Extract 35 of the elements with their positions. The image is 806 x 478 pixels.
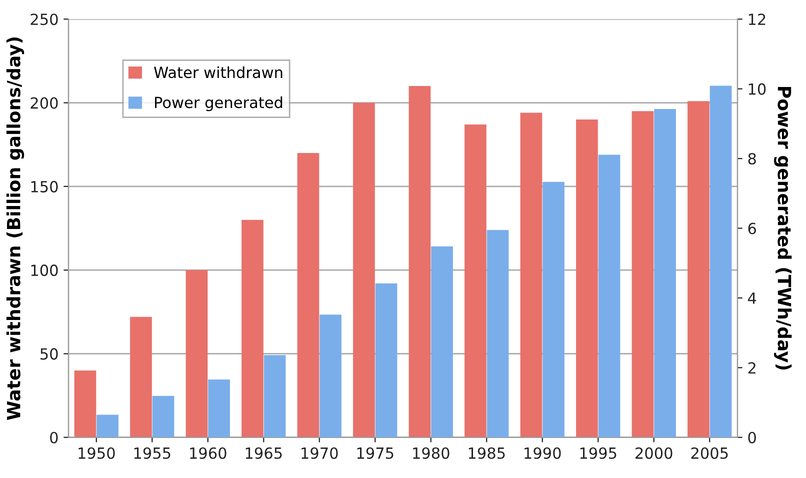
bar	[353, 102, 375, 438]
x-tick-label: 1990	[524, 447, 561, 459]
y2-axis-title: Power generated (TWh/day)	[774, 87, 792, 370]
x-tick-label: 1975	[357, 447, 394, 459]
y2-tick-label: 6	[748, 222, 756, 234]
x-tick-label: 1970	[302, 447, 338, 459]
y-tick-label: 150	[31, 180, 58, 192]
legend-label: Power generated	[155, 96, 282, 112]
bar	[242, 220, 264, 438]
y-tick-label: 50	[40, 348, 58, 360]
x-tick-label: 1965	[246, 447, 282, 459]
y2-tick-label: 0	[748, 432, 756, 444]
y2-tick-label: 12	[748, 14, 766, 25]
legend-label: Water withdrawn	[154, 66, 282, 78]
y-tick-label: 200	[30, 97, 58, 109]
y2-tick-label: 4	[748, 292, 756, 304]
x-tick-label: 1950	[78, 447, 115, 459]
x-tick-label: 2000	[636, 447, 672, 459]
bar	[186, 270, 208, 438]
x-tick-label: 1995	[580, 447, 616, 459]
x-tick-label: 1955	[134, 447, 170, 459]
y2-tick-label: 8	[748, 153, 756, 165]
bar	[130, 316, 152, 438]
x-tick-label: 1985	[468, 447, 505, 459]
y2-tick-label: 2	[748, 362, 756, 374]
y-tick-label: 0	[50, 432, 58, 444]
y2-tick-label: 10	[748, 83, 766, 95]
x-tick-label: 1960	[190, 447, 226, 459]
bar	[74, 370, 96, 438]
y-tick-label: 100	[31, 264, 58, 276]
y-axis-title: Water withdrawn (Billion gallons/day)	[6, 37, 24, 420]
bar	[297, 152, 320, 438]
x-tick-label: 2005	[691, 447, 728, 459]
x-tick-label: 1980	[413, 447, 450, 459]
y-tick-label: 250	[30, 14, 58, 26]
